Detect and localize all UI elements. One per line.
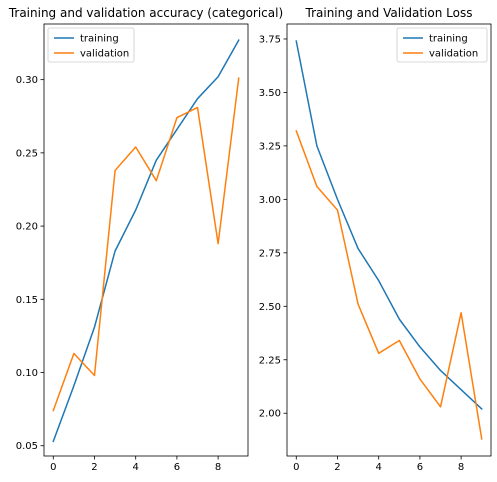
legend-label-validation: validation: [429, 49, 478, 60]
chart-panel-1: Training and validation accuracy (catego…: [8, 6, 283, 473]
x-tick-label: 0: [50, 462, 56, 473]
chart-title: Training and validation accuracy (catego…: [8, 6, 283, 20]
x-tick-label: 6: [417, 462, 423, 473]
series-line-training: [52, 39, 240, 443]
axes-frame: [286, 23, 492, 457]
y-tick-label: 3.50: [259, 88, 281, 99]
x-tick-label: 8: [215, 462, 221, 473]
axes-frame: [43, 23, 249, 457]
x-tick-label: 2: [334, 462, 340, 473]
y-tick-label: 3.25: [259, 141, 281, 152]
chart-title: Training and Validation Loss: [305, 6, 473, 20]
y-tick-label: 2.50: [259, 302, 281, 313]
y-tick-label: 0.30: [16, 75, 38, 86]
chart-panel-2: Training and Validation Loss 0 2 4 6 8 2.00 2.2…: [259, 6, 492, 473]
x-tick-label: 0: [293, 462, 299, 473]
x-tick-label: 8: [458, 462, 464, 473]
series-line-validation: [52, 77, 240, 412]
legend: training validation: [47, 27, 135, 63]
series-line-training: [295, 40, 483, 411]
y-tick-label: 2.00: [259, 409, 281, 420]
x-tick-label: 4: [133, 462, 139, 473]
y-tick-label: 3.75: [259, 34, 281, 45]
legend: training validation: [396, 27, 488, 63]
y-tick-label: 0.25: [16, 148, 38, 159]
y-tick-label: 0.20: [16, 222, 38, 233]
y-tick-label: 0.15: [16, 295, 38, 306]
y-tick-label: 2.25: [259, 355, 281, 366]
y-tick-label: 3.00: [259, 195, 281, 206]
x-tick-label: 4: [376, 462, 382, 473]
y-tick-label: 0.10: [16, 368, 38, 379]
y-tick-label: 2.75: [259, 248, 281, 259]
legend-label-training: training: [429, 34, 468, 45]
y-tick-label: 0.05: [16, 441, 38, 452]
x-tick-label: 6: [174, 462, 180, 473]
series-line-validation: [295, 129, 483, 440]
x-tick-label: 2: [91, 462, 97, 473]
legend-label-validation: validation: [80, 49, 129, 60]
legend-label-training: training: [80, 34, 119, 45]
